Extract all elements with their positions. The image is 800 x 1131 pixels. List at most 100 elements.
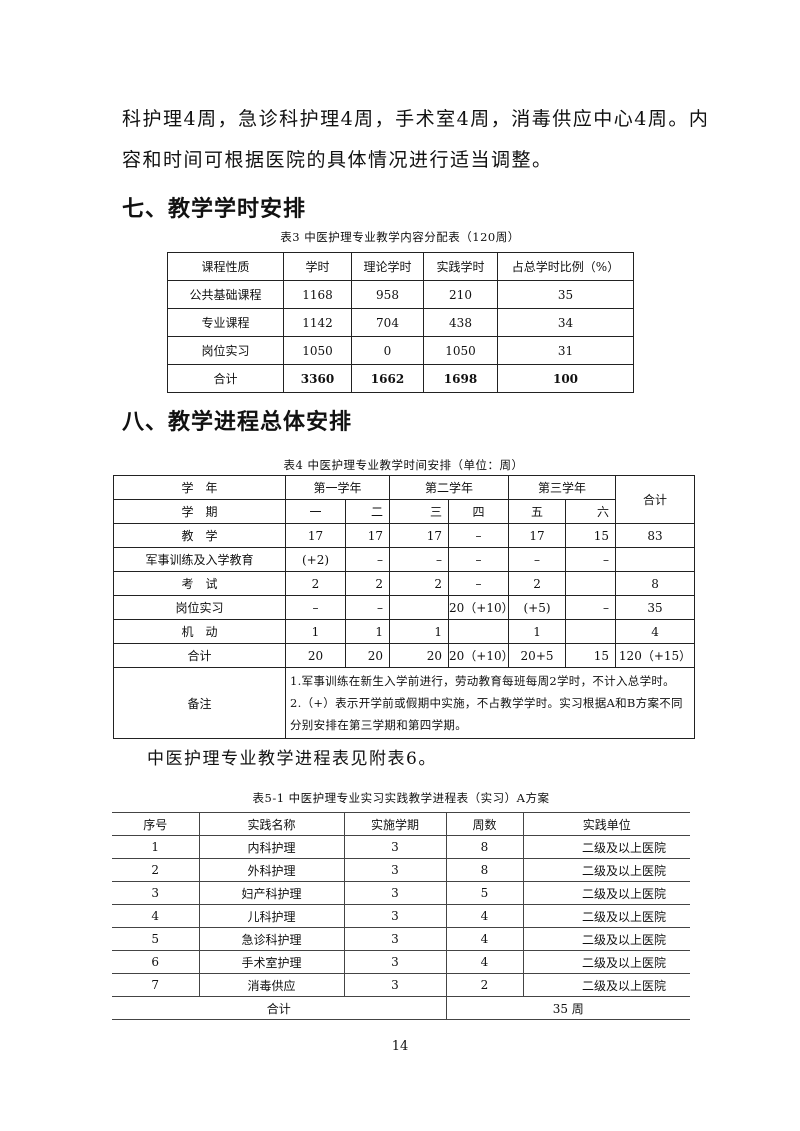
table3-cell: 438 — [423, 308, 498, 337]
table3: 课程性质 学时 理论学时 实践学时 占总学时比例（%） 公共基础课程 1168 958 210 3… — [167, 252, 634, 393]
table4-cell — [565, 619, 617, 644]
table5-cell: 7 — [112, 973, 199, 997]
table3-total-cell: 1662 — [351, 364, 424, 393]
table4-cell: – — [448, 571, 510, 596]
table-row: 军事训练及入学教育 (+2) – – – – – — [113, 547, 696, 572]
table5-cell: 二级及以上医院 — [522, 927, 690, 951]
table4-cell: (+5) — [508, 595, 567, 620]
table5-caption: 表5-1 中医护理专业实习实践教学进程表（实习）A方案 — [252, 791, 550, 805]
total-value: 35 周 — [445, 996, 690, 1020]
table4-cell: 20+5 — [508, 643, 567, 668]
table5-cell: 二级及以上医院 — [522, 950, 690, 974]
table5-cell: 8 — [445, 858, 523, 882]
intro-line-2: 容和时间可根据医院的具体情况进行适当调整。 — [122, 149, 553, 171]
table5-cell: 3 — [343, 904, 446, 928]
notes-cell: 1.军事训练在新生入学前进行，劳动教育每班每周2学时，不计入总学时。 2.（+）表… — [284, 667, 696, 739]
table-row: 5 急诊科护理 3 4 二级及以上医院 — [112, 927, 690, 951]
table4-cell: – — [565, 547, 617, 572]
table5-cell: 2 — [445, 973, 523, 997]
table4-cell — [448, 619, 510, 644]
table3-cell: 958 — [351, 280, 424, 309]
table4-cell: – — [389, 547, 450, 572]
table4-cell — [565, 571, 617, 596]
row-label: 军事训练及入学教育 — [113, 547, 286, 572]
table4-cell: (+2) — [285, 547, 346, 572]
table5-header-cell: 实施学期 — [343, 812, 446, 836]
table5-total-row: 合计 35 周 — [112, 996, 690, 1020]
table5-cell: 二级及以上医院 — [522, 973, 690, 997]
table3-total-cell: 1698 — [423, 364, 498, 393]
table5-cell: 5 — [445, 881, 523, 905]
table5-cell: 4 — [445, 950, 523, 974]
table5-cell: 3 — [343, 927, 446, 951]
table3-header-cell: 课程性质 — [167, 252, 284, 281]
table4-caption: 表4 中医护理专业教学时间安排（单位：周） — [283, 458, 524, 472]
table4-cell: 17 — [389, 523, 450, 548]
table3-cell: 岗位实习 — [167, 336, 284, 365]
table5-cell: 二级及以上医院 — [522, 904, 690, 928]
term-cell: 二 — [344, 499, 391, 524]
table3-cell: 0 — [351, 336, 424, 365]
table5-cell: 8 — [445, 835, 523, 859]
table5-cell: 3 — [343, 835, 446, 859]
table3-header-cell: 占总学时比例（%） — [497, 252, 634, 281]
table4-cell — [389, 595, 450, 620]
reference-text: 中医护理专业教学进程表见附表6。 — [147, 749, 437, 769]
table5-cell: 4 — [445, 904, 523, 928]
table3-cell: 31 — [497, 336, 634, 365]
table4-cell: 2 — [508, 571, 567, 596]
table3-cell: 1142 — [283, 308, 352, 337]
table5: 序号 实践名称 实施学期 周数 实践单位 1 内科护理 3 8 二级及以上医院 2 外科护理 3 8 二级及… — [112, 812, 690, 1020]
table5-cell: 5 — [112, 927, 199, 951]
table-row: 1 内科护理 3 8 二级及以上医院 — [112, 835, 690, 859]
table-row: 3 妇产科护理 3 5 二级及以上医院 — [112, 881, 690, 905]
table5-header-cell: 周数 — [445, 812, 523, 836]
table3-header-cell: 实践学时 — [423, 252, 498, 281]
table4-cell — [615, 547, 696, 572]
table5-cell: 妇产科护理 — [198, 881, 344, 905]
row-label: 教 学 — [113, 523, 286, 548]
table-row: 专业课程 1142 704 438 34 — [167, 308, 634, 337]
table3-total-row: 合计 3360 1662 1698 100 — [167, 364, 634, 393]
table5-cell: 二级及以上医院 — [522, 835, 690, 859]
table5-cell: 3 — [343, 973, 446, 997]
table4-cell: 2 — [389, 571, 450, 596]
table5-cell: 3 — [343, 858, 446, 882]
table-row: 考 试 2 2 2–2 8 — [113, 571, 696, 596]
table4-cell: 20（+10） — [448, 595, 510, 620]
table4-cell: – — [285, 595, 346, 620]
table3-header-cell: 学时 — [283, 252, 352, 281]
table5-cell: 3 — [112, 881, 199, 905]
table4-cell: 8 — [615, 571, 696, 596]
table4-cell: 83 — [615, 523, 696, 548]
table3-cell: 专业课程 — [167, 308, 284, 337]
table4: 学 年 第一学年 第二学年 第三学年 合计 学 期一二三四五六 教 学 17 17 1… — [113, 475, 696, 739]
term-label: 学 期 — [113, 499, 286, 524]
table4-cell: 2 — [285, 571, 346, 596]
table4-cell: 1 — [508, 619, 567, 644]
table3-cell: 35 — [497, 280, 634, 309]
table5-cell: 3 — [343, 881, 446, 905]
table3-cell: 1050 — [283, 336, 352, 365]
table5-cell: 3 — [343, 950, 446, 974]
note-line: 2.（+）表示开学前或假期中实施，不占教学学时。实习根据A和B方案不同分别安排在… — [290, 696, 683, 732]
table3-total-cell: 3360 — [283, 364, 352, 393]
table4-cell: 1 — [285, 619, 346, 644]
section-8-heading: 八、教学进程总体安排 — [122, 410, 353, 435]
table4-cell: 120（+15） — [615, 643, 696, 668]
row-label: 考 试 — [113, 571, 286, 596]
table4-cell: 2 — [344, 571, 391, 596]
section-7-heading: 七、教学学时安排 — [122, 197, 307, 222]
table5-cell: 二级及以上医院 — [522, 858, 690, 882]
year-1: 第一学年 — [284, 475, 391, 500]
table5-cell: 手术室护理 — [198, 950, 344, 974]
row-label: 岗位实习 — [113, 595, 286, 620]
table4-cell: – — [344, 547, 391, 572]
table4-cell: 15 — [565, 523, 617, 548]
table3-header-row: 课程性质 学时 理论学时 实践学时 占总学时比例（%） — [167, 252, 634, 281]
table-row: 6 手术室护理 3 4 二级及以上医院 — [112, 950, 690, 974]
row-label: 机 动 — [113, 619, 286, 644]
table5-cell: 儿科护理 — [198, 904, 344, 928]
year-3: 第三学年 — [508, 475, 617, 500]
